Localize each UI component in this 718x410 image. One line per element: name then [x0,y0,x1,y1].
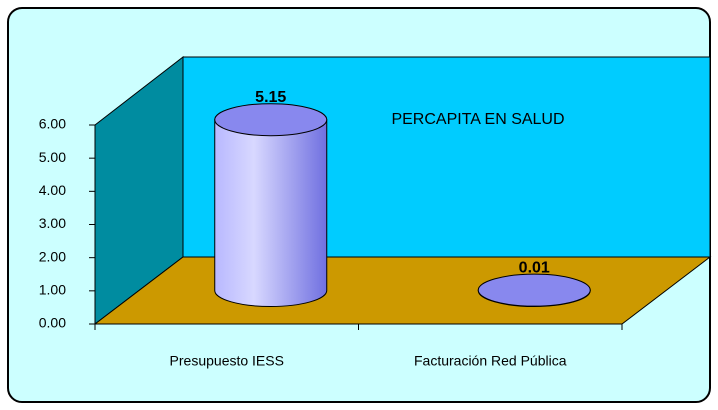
y-tick-label: 2.00 [39,248,66,264]
x-tick-label: Presupuesto IESS [170,353,284,369]
y-tick-label: 5.00 [39,149,66,165]
cylinder-top [477,273,591,307]
chart-title: PERCAPITA EN SALUD [391,111,564,128]
floor [93,256,712,325]
y-tick-label: 0.00 [39,315,66,331]
y-tick-label: 6.00 [39,116,66,132]
data-label: 5.15 [255,89,286,106]
y-tick-label: 3.00 [39,215,66,231]
data-label: 0.01 [519,259,550,276]
y-tick-label: 4.00 [39,182,66,198]
cylinder-top [214,103,328,137]
x-tick-label: Facturación Red Pública [414,353,567,369]
y-tick-label: 1.00 [39,282,66,298]
cylinder-body [214,119,328,307]
